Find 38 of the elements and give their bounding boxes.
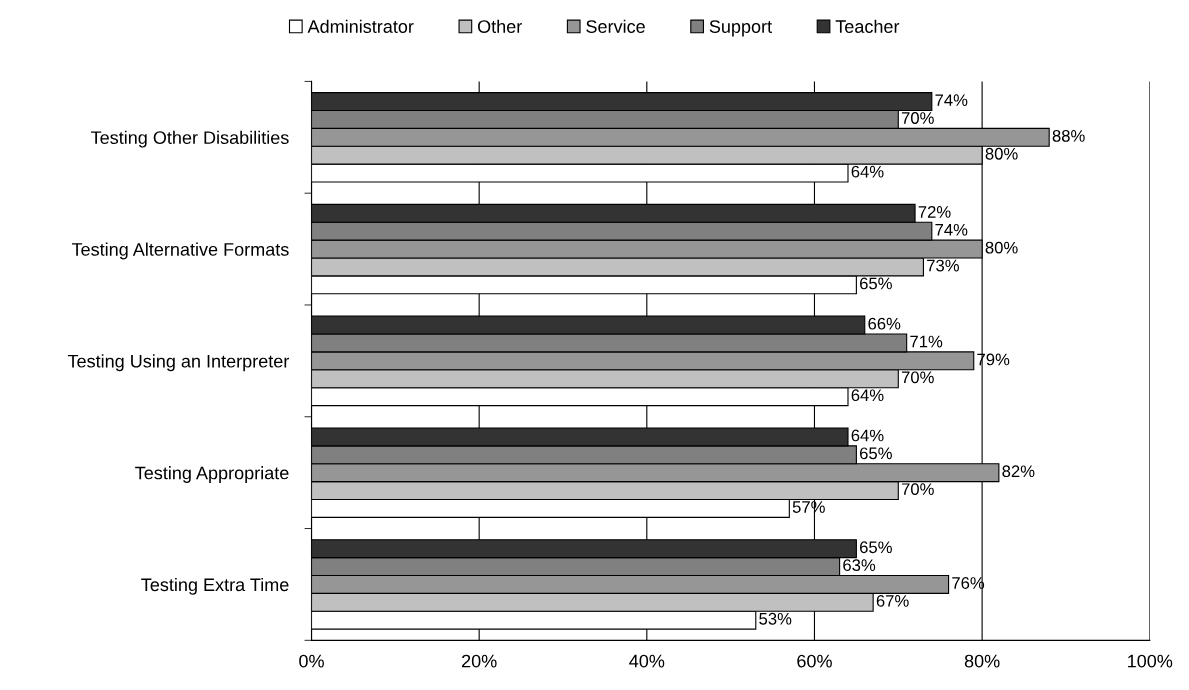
data-label: 65% bbox=[860, 447, 892, 460]
x-tick-label: 100% bbox=[1128, 654, 1173, 668]
y-tick-label: Testing Appropriate bbox=[135, 466, 289, 483]
data-label: 66% bbox=[868, 317, 901, 330]
data-label: 74% bbox=[935, 94, 968, 106]
data-label: 64% bbox=[851, 165, 884, 178]
y-tick-label: Testing Extra Time bbox=[141, 577, 289, 595]
x-tick-label: 40% bbox=[629, 654, 665, 668]
x-tick-label: 0% bbox=[299, 654, 324, 668]
data-label: 72% bbox=[918, 205, 951, 218]
y-tick-label: Testing Other Disabilities bbox=[91, 130, 289, 148]
y-tick-label: Testing Using an Interpreter bbox=[67, 354, 290, 372]
data-label: 82% bbox=[1002, 465, 1035, 478]
x-tick-label: 80% bbox=[964, 654, 1000, 668]
data-label: 88% bbox=[1052, 129, 1085, 142]
x-tick-label: 20% bbox=[462, 654, 497, 668]
data-label: 80% bbox=[985, 241, 1018, 254]
data-label: 73% bbox=[927, 259, 959, 272]
data-label: 63% bbox=[843, 559, 876, 572]
data-label: 53% bbox=[759, 612, 792, 625]
data-label: 64% bbox=[851, 429, 884, 442]
legend-label: Other bbox=[477, 19, 522, 33]
data-label: 70% bbox=[901, 483, 934, 496]
data-label: 70% bbox=[901, 371, 934, 384]
x-tick-label: 60% bbox=[797, 654, 832, 668]
data-label: 71% bbox=[910, 335, 943, 348]
data-label: 74% bbox=[935, 223, 968, 236]
data-label: 67% bbox=[876, 594, 909, 607]
data-label: 70% bbox=[901, 112, 934, 124]
data-label: 64% bbox=[851, 389, 884, 402]
legend-label: Teacher bbox=[835, 19, 900, 33]
legend-label: Support bbox=[709, 20, 772, 37]
data-label: 65% bbox=[860, 541, 892, 554]
y-tick-label: Testing Alternative Formats bbox=[71, 242, 289, 260]
data-label: 65% bbox=[860, 277, 892, 290]
legend-label: Service bbox=[586, 19, 645, 33]
legend-label: Administrator bbox=[307, 19, 414, 33]
data-label: 80% bbox=[985, 147, 1018, 160]
